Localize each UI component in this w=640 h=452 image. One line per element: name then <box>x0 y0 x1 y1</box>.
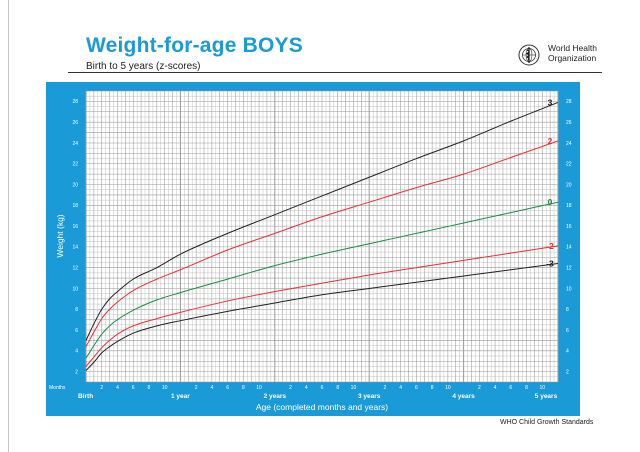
who-name: World Health Organization <box>548 43 597 63</box>
x-tick-label: 6 <box>226 385 229 391</box>
y-tick-label-left: 26 <box>72 120 78 126</box>
months-corner-label: Months <box>49 385 66 391</box>
page-edge-rule <box>8 0 9 452</box>
zscore-curve-3 <box>85 101 559 341</box>
x-tick-label: 6 <box>132 385 135 391</box>
y-tick-label-right: 8 <box>566 307 569 313</box>
who-name-line1: World Health <box>548 43 597 53</box>
y-tick-label-left: 10 <box>72 286 78 292</box>
x-tick-label: 4 <box>116 385 119 391</box>
x-tick-labels: 2 4 6 8 10 2 4 6 8 10 2 4 6 8 10 2 4 6 8 10 2 4 6 8 10 <box>100 385 545 391</box>
y-tick-label-right: 24 <box>566 141 572 147</box>
x-axis-title: Age (completed months and years) <box>256 402 388 412</box>
y-tick-label-right: 6 <box>566 328 569 334</box>
x-tick-label: 10 <box>256 385 262 391</box>
y-tick-label-right: 14 <box>566 245 572 251</box>
x-tick-label: 2 <box>289 385 292 391</box>
y-tick-label-left: 12 <box>72 265 78 271</box>
x-tick-label: 2 <box>384 385 387 391</box>
grid-major <box>85 91 559 382</box>
grid-minor <box>86 90 558 383</box>
x-tick-label: 4 <box>305 385 308 391</box>
x-tick-label: 8 <box>148 385 151 391</box>
x-tick-label: 8 <box>336 385 339 391</box>
y-tick-label-left: 22 <box>72 162 78 168</box>
y-tick-label-left: 14 <box>72 245 78 251</box>
footer-source: WHO Child Growth Standards <box>500 419 594 426</box>
x-tick-label: 4 <box>494 385 497 391</box>
chart-title: Weight-for-age BOYS <box>86 34 303 57</box>
y-tick-label-right: 4 <box>566 349 569 355</box>
y-tick-label-right: 2 <box>566 369 569 375</box>
age-label: 4 years <box>452 393 475 400</box>
zscore-label-3: 3 <box>548 97 553 107</box>
y-tick-label-left: 16 <box>72 224 78 230</box>
age-label: 1 year <box>171 393 190 400</box>
x-tick-label: 2 <box>100 385 103 391</box>
x-tick-label: 2 <box>478 385 481 391</box>
x-tick-label: 8 <box>431 385 434 391</box>
y-tick-label-right: 16 <box>566 224 572 230</box>
y-tick-label-right: 10 <box>566 286 572 292</box>
y-tick-label-right: 28 <box>566 99 572 105</box>
y-tick-label-right: 18 <box>566 203 572 209</box>
title-divider <box>68 72 602 73</box>
x-tick-label: 6 <box>509 385 512 391</box>
y-tick-label-left: 18 <box>72 203 78 209</box>
x-tick-label: 4 <box>210 385 213 391</box>
zscore-curve--2 <box>85 245 559 367</box>
zscore-label-2: 2 <box>548 136 553 146</box>
age-label: 3 years <box>358 393 381 400</box>
x-tick-label: 10 <box>351 385 357 391</box>
y-tick-label-left: 20 <box>72 182 78 188</box>
y-tick-label-left: 2 <box>75 369 78 375</box>
x-tick-label: 8 <box>525 385 528 391</box>
zscore-label--3: -3 <box>546 259 554 269</box>
y-tick-label-left: 28 <box>72 99 78 105</box>
age-label: Birth <box>78 393 93 400</box>
x-tick-label: 2 <box>195 385 198 391</box>
y-tick-label-right: 22 <box>566 162 572 168</box>
who-name-line2: Organization <box>548 53 597 63</box>
zscore-curve--3 <box>85 263 559 371</box>
y-tick-label-left: 6 <box>75 328 78 334</box>
age-labels: Birth 1 year 2 years 3 years 4 years 5 years <box>78 393 558 400</box>
zscore-curves <box>85 101 559 371</box>
x-tick-label: 10 <box>539 385 545 391</box>
y-tick-label-right: 12 <box>566 265 572 271</box>
y-tick-label-left: 4 <box>75 349 78 355</box>
x-tick-label: 8 <box>242 385 245 391</box>
chart-subtitle: Birth to 5 years (z-scores) <box>86 61 201 72</box>
age-label: 2 years <box>264 393 287 400</box>
x-tick-label: 6 <box>415 385 418 391</box>
y-tick-label-left: 24 <box>72 141 78 147</box>
x-tick-label: 10 <box>445 385 451 391</box>
x-tick-label: 4 <box>399 385 402 391</box>
y-tick-label-left: 8 <box>75 307 78 313</box>
zscore-label--2: -2 <box>546 241 554 251</box>
zscore-curve-2 <box>85 140 559 347</box>
y-tick-label-right: 26 <box>566 120 572 126</box>
y-axis-title: Weight (kg) <box>55 214 65 257</box>
zscore-curve-0 <box>85 201 559 359</box>
who-emblem-icon <box>518 44 540 66</box>
x-tick-label: 10 <box>162 385 168 391</box>
age-label: 5 years <box>535 393 558 400</box>
zscore-label-0: 0 <box>548 197 553 207</box>
zscore-labels: 3 2 0 -2 -3 <box>546 97 554 268</box>
y-tick-label-right: 20 <box>566 182 572 188</box>
x-tick-label: 6 <box>321 385 324 391</box>
